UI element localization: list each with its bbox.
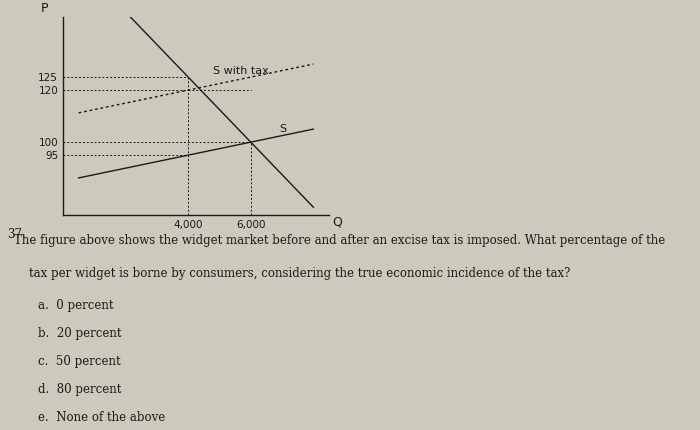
Text: tax per widget is borne by consumers, considering the true economic incidence of: tax per widget is borne by consumers, co… xyxy=(14,267,570,280)
Text: 37.: 37. xyxy=(7,228,26,241)
Text: a.  0 percent: a. 0 percent xyxy=(38,299,114,312)
Text: b.  20 percent: b. 20 percent xyxy=(38,327,122,340)
Text: Q: Q xyxy=(332,215,342,228)
Text: d.  80 percent: d. 80 percent xyxy=(38,383,122,396)
Text: S: S xyxy=(279,124,286,134)
Text: P: P xyxy=(41,2,48,15)
Text: The figure above shows the widget market before and after an excise tax is impos: The figure above shows the widget market… xyxy=(14,234,665,247)
Text: e.  None of the above: e. None of the above xyxy=(38,411,166,424)
Text: S with tax: S with tax xyxy=(214,67,269,77)
Text: c.  50 percent: c. 50 percent xyxy=(38,355,121,368)
